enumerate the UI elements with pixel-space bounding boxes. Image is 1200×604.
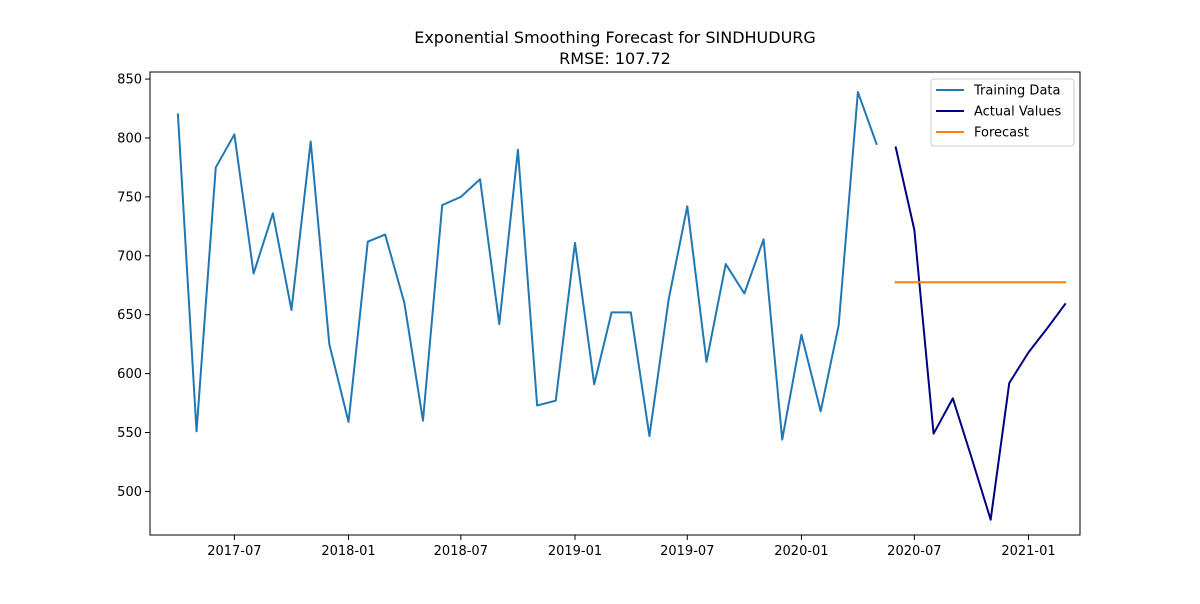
axis-layer: 500 550 600 650 700 750 800 850 2017-07 2018-01 20… bbox=[117, 71, 1081, 559]
chart-title: Exponential Smoothing Forecast for SINDH… bbox=[414, 28, 816, 47]
y-tick-label: 800 bbox=[117, 131, 142, 146]
legend-box bbox=[930, 78, 1075, 147]
y-tick-label: 500 bbox=[117, 485, 142, 500]
legend: Training Data Actual Values Forecast bbox=[930, 78, 1075, 147]
y-tick-label: 650 bbox=[117, 308, 142, 323]
x-tick-label: 2021-01 bbox=[1001, 544, 1055, 559]
y-tick-label: 750 bbox=[117, 190, 142, 205]
x-tick-label: 2020-07 bbox=[887, 544, 941, 559]
y-tick-label: 850 bbox=[117, 73, 142, 88]
x-tick-label: 2018-01 bbox=[321, 544, 375, 559]
legend-label: Training Data bbox=[973, 84, 1060, 99]
plot-frame bbox=[149, 71, 1081, 536]
x-tick-label: 2020-01 bbox=[774, 544, 828, 559]
x-tick-label: 2018-07 bbox=[434, 544, 488, 559]
x-tick-label: 2019-07 bbox=[660, 544, 714, 559]
y-tick-label: 600 bbox=[117, 367, 142, 382]
legend-label: Actual Values bbox=[974, 105, 1062, 120]
series-line-training-data bbox=[176, 91, 878, 441]
chart-subtitle: RMSE: 107.72 bbox=[559, 49, 671, 68]
y-tick-label: 700 bbox=[117, 249, 142, 264]
series-layer bbox=[176, 91, 1067, 521]
x-tick-label: 2017-07 bbox=[207, 544, 261, 559]
legend-label: Forecast bbox=[974, 126, 1029, 141]
x-tick-label: 2019-01 bbox=[548, 544, 602, 559]
series-line-actual-values bbox=[894, 146, 1067, 521]
y-tick-label: 550 bbox=[117, 426, 142, 441]
